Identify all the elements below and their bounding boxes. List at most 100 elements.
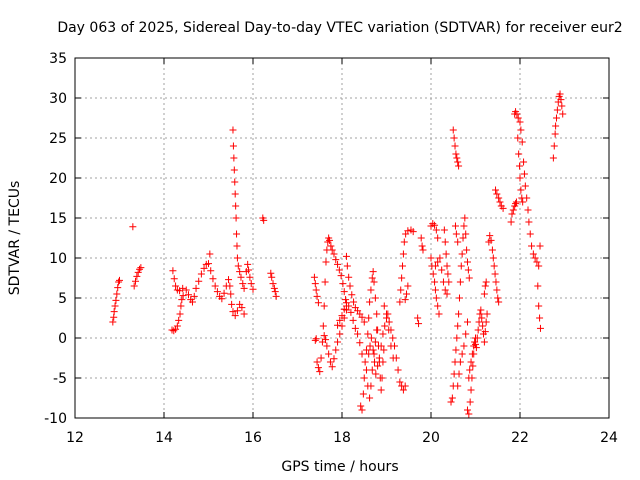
data-point — [520, 170, 528, 178]
data-point — [230, 154, 238, 162]
y-axis-label: SDTVAR / TECUs — [7, 181, 23, 296]
data-point — [387, 342, 395, 350]
data-point — [170, 275, 178, 283]
x-tick-label: 16 — [244, 430, 262, 446]
data-point — [380, 346, 388, 354]
data-point — [334, 321, 342, 329]
data-point — [373, 310, 381, 318]
data-point — [452, 150, 460, 158]
data-point — [531, 254, 539, 262]
data-point — [417, 234, 425, 242]
data-point — [325, 350, 333, 358]
grid — [75, 58, 609, 418]
data-point — [335, 266, 343, 274]
axis-ticks: 12 14 16 18 20 22 24 -10 -5 0 5 10 15 20 25 30 35 — [44, 51, 618, 446]
data-point — [450, 134, 458, 142]
data-point — [385, 326, 393, 334]
data-point — [455, 310, 463, 318]
data-point — [432, 294, 440, 302]
data-point — [342, 296, 350, 304]
data-point — [447, 398, 455, 406]
data-point — [366, 342, 374, 350]
data-point — [458, 250, 466, 258]
data-point — [434, 234, 442, 242]
data-point — [109, 318, 117, 326]
data-point — [200, 264, 208, 272]
data-point — [435, 310, 443, 318]
data-point — [229, 126, 237, 134]
data-point — [230, 166, 238, 174]
y-tick-label: 15 — [49, 211, 67, 227]
data-point — [345, 273, 353, 281]
data-point — [535, 302, 543, 310]
data-point — [429, 270, 437, 278]
data-point — [455, 162, 463, 170]
data-point — [133, 272, 141, 280]
data-point — [113, 290, 121, 298]
data-point — [401, 382, 409, 390]
data-point — [379, 358, 387, 366]
data-point — [226, 282, 234, 290]
y-tick-label: 30 — [49, 91, 67, 107]
data-point — [347, 308, 355, 316]
data-point — [492, 278, 500, 286]
data-point — [455, 294, 463, 302]
data-point — [238, 304, 246, 312]
data-point — [557, 96, 565, 104]
data-point — [360, 318, 368, 326]
data-point — [493, 190, 501, 198]
data-point — [132, 277, 140, 285]
data-point — [481, 282, 489, 290]
data-point — [451, 142, 459, 150]
data-point — [367, 334, 375, 342]
data-point — [129, 223, 137, 231]
data-point — [479, 322, 487, 330]
data-point — [168, 326, 176, 334]
data-point — [366, 394, 374, 402]
data-point — [362, 346, 370, 354]
data-point — [404, 282, 412, 290]
data-point — [172, 282, 180, 290]
data-point — [339, 280, 347, 288]
data-point — [443, 290, 451, 298]
data-point — [365, 314, 373, 322]
data-point — [328, 363, 336, 371]
data-point — [463, 258, 471, 266]
data-point — [465, 374, 473, 382]
data-point — [354, 330, 362, 338]
data-point — [470, 342, 478, 350]
data-point — [368, 274, 376, 282]
data-point — [369, 346, 377, 354]
data-point — [114, 284, 122, 292]
data-point — [330, 250, 338, 258]
data-point — [260, 216, 268, 224]
data-point — [346, 282, 354, 290]
data-point — [404, 227, 412, 235]
data-point — [462, 330, 470, 338]
data-point — [431, 221, 439, 229]
data-point — [517, 186, 525, 194]
data-point — [524, 206, 532, 214]
data-point — [239, 280, 247, 288]
data-point — [328, 246, 336, 254]
data-point — [378, 374, 386, 382]
data-point — [358, 406, 366, 414]
data-point — [472, 334, 479, 342]
data-point — [475, 318, 483, 326]
data-point — [173, 322, 181, 330]
data-point — [228, 300, 236, 308]
data-point — [236, 268, 244, 276]
data-point — [244, 260, 252, 268]
data-point — [552, 122, 560, 130]
data-point — [514, 134, 522, 142]
data-point — [431, 286, 439, 294]
data-point — [326, 358, 334, 366]
data-point — [490, 262, 498, 270]
data-point — [342, 252, 350, 260]
data-point — [534, 282, 542, 290]
data-point — [115, 278, 123, 286]
data-point — [441, 238, 449, 246]
y-tick-label: -5 — [53, 371, 67, 387]
data-point — [364, 330, 372, 338]
